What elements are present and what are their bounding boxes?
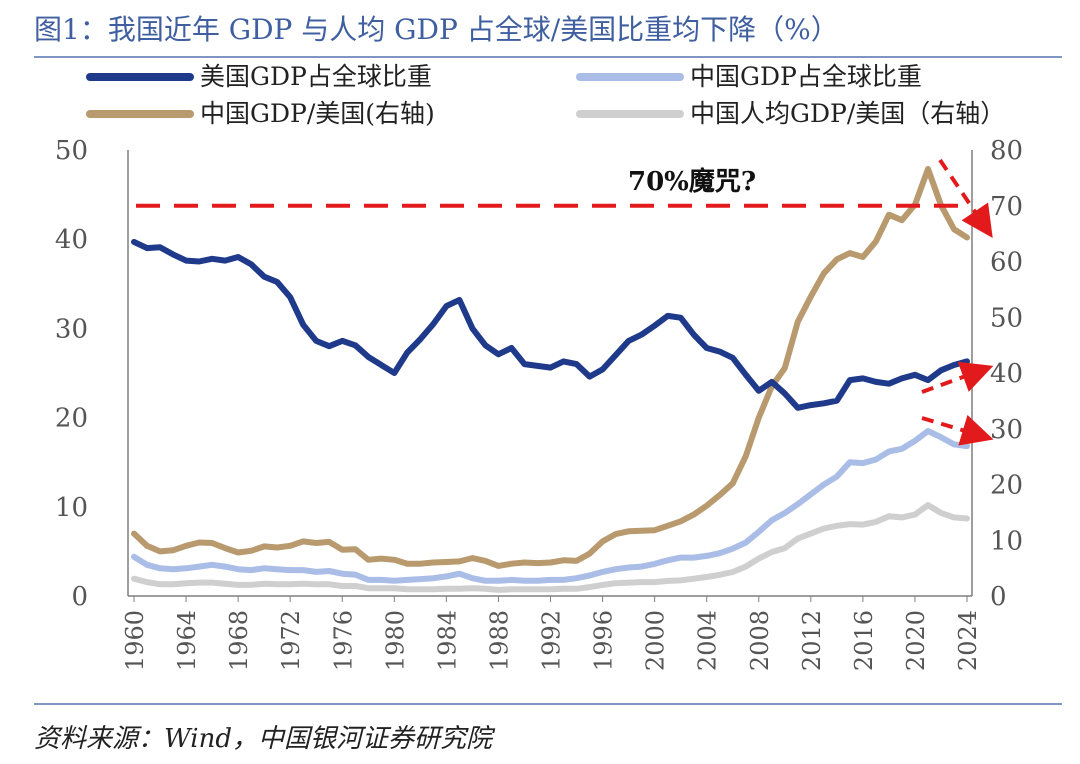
x-tick-label: 2024 <box>954 610 982 671</box>
series-line-2 <box>131 428 970 584</box>
right-tick-label: 0 <box>990 582 1007 612</box>
trend-arrow-2 <box>921 361 994 394</box>
x-tick-label: 1976 <box>329 610 357 671</box>
series-line-1 <box>131 238 970 411</box>
title-divider <box>34 56 1062 58</box>
x-tick-label: 2000 <box>642 610 670 671</box>
annotation-label: 70%魔咒? <box>628 167 756 197</box>
axes: 0 10 20 30 40 50 0 10 20 30 40 50 60 70 80 1960 1964 1968… <box>55 136 1023 671</box>
right-tick-label: 70 <box>990 192 1023 222</box>
left-tick-label: 0 <box>71 582 88 612</box>
x-tick-label: 1984 <box>433 610 461 671</box>
series-line-4 <box>131 502 970 593</box>
series-lines <box>131 166 970 593</box>
left-tick-label: 30 <box>55 314 88 344</box>
annotations: 70%魔咒? <box>136 158 994 446</box>
footer-divider <box>34 703 1062 705</box>
legend-label-1: 美国GDP占全球比重 <box>200 62 432 91</box>
x-tick-label: 1972 <box>277 610 305 671</box>
x-tick-label: 1960 <box>121 610 149 671</box>
legend-label-2: 中国GDP占全球比重 <box>690 62 922 91</box>
x-tick-label: 2016 <box>850 610 878 671</box>
chart-title: 图1：我国近年 GDP 与人均 GDP 占全球/美国比重均下降（%） <box>34 13 839 46</box>
x-tick-label: 1992 <box>538 610 566 671</box>
trend-arrow-1 <box>938 158 993 238</box>
left-tick-label: 10 <box>55 493 88 523</box>
x-tick-label: 1964 <box>173 610 201 671</box>
right-tick-label: 60 <box>990 248 1023 278</box>
x-tick-label: 1980 <box>381 610 409 671</box>
x-tick-label: 1988 <box>485 610 513 671</box>
right-tick-label: 30 <box>990 415 1023 445</box>
right-tick-label: 40 <box>990 359 1023 389</box>
x-tick-label: 2012 <box>798 610 826 671</box>
x-tick-label: 2008 <box>746 610 774 671</box>
legend-label-4: 中国人均GDP/美国（右轴） <box>690 99 1005 128</box>
left-tick-label: 40 <box>55 225 88 255</box>
x-tick-label: 1996 <box>590 610 618 671</box>
x-tick-label: 2020 <box>902 610 930 671</box>
legend-label-3: 中国GDP/美国(右轴) <box>200 99 435 128</box>
x-tick-label: 1968 <box>225 610 253 671</box>
series-line-3 <box>131 166 970 569</box>
right-tick-label: 50 <box>990 303 1023 333</box>
right-tick-label: 80 <box>990 136 1023 166</box>
left-tick-label: 20 <box>55 404 88 434</box>
x-tick-label: 2004 <box>694 610 722 671</box>
source-note: 资料来源：Wind，中国银河证券研究院 <box>34 724 492 754</box>
right-tick-label: 20 <box>990 471 1023 501</box>
trend-arrow-3 <box>921 414 994 446</box>
right-tick-label: 10 <box>990 526 1023 556</box>
left-tick-label: 50 <box>55 136 88 166</box>
